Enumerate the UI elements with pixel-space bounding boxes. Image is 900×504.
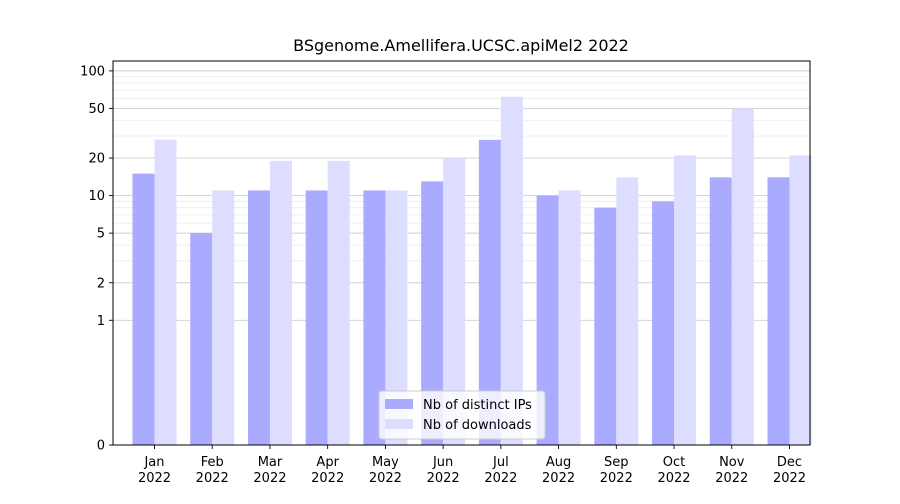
bar-distinct-ips: [363, 190, 386, 445]
y-tick-label: 20: [88, 152, 105, 167]
bar-downloads: [443, 158, 466, 445]
x-tick-label: Jan 2022: [138, 455, 171, 486]
x-tick-label: Sep 2022: [600, 455, 633, 486]
bar-downloads: [731, 108, 754, 446]
bar-downloads: [500, 96, 523, 446]
x-tick-label: May 2022: [369, 455, 402, 486]
legend-label: Nb of downloads: [423, 418, 532, 433]
bar-downloads: [558, 190, 581, 445]
bar-downloads: [789, 155, 812, 445]
x-tick-label: Jul 2022: [484, 455, 517, 486]
bar-distinct-ips: [652, 201, 675, 445]
y-tick-label: 100: [80, 64, 105, 79]
y-tick-label: 2: [97, 276, 105, 291]
chart-title: BSgenome.Amellifera.UCSC.apiMel2 2022: [293, 36, 629, 55]
bar-distinct-ips: [594, 207, 617, 445]
bar-distinct-ips: [709, 177, 732, 445]
bar-downloads: [269, 160, 292, 445]
axes-layer: Jan 2022 Feb 2022 Mar 2022 Apr 2022 May 2022 Jun 20…: [80, 60, 811, 486]
bar-distinct-ips: [247, 190, 270, 445]
bar-distinct-ips: [536, 195, 559, 445]
legend-label: Nb of distinct IPs: [423, 398, 532, 413]
bar-distinct-ips: [421, 181, 444, 445]
bar-distinct-ips: [132, 173, 155, 445]
bar-distinct-ips: [478, 139, 501, 445]
bar-downloads: [385, 190, 408, 445]
legend-swatch: [385, 399, 413, 409]
x-tick-label: Nov 2022: [715, 455, 748, 486]
plot-frame: [112, 60, 811, 446]
bar-distinct-ips: [305, 190, 328, 445]
bar-distinct-ips: [190, 233, 213, 445]
bar-downloads: [212, 190, 235, 445]
bar-downloads: [674, 155, 697, 445]
bar-distinct-ips: [767, 177, 790, 445]
y-tick-label: 0: [97, 439, 105, 454]
x-tick-label: Aug 2022: [542, 455, 575, 486]
bar-downloads: [616, 177, 639, 445]
legend-swatch: [385, 419, 413, 429]
legend: Nb of distinct IPs Nb of downloads: [378, 390, 546, 440]
x-tick-label: Jun 2022: [427, 455, 460, 486]
x-tick-label: Feb 2022: [196, 455, 229, 486]
y-tick-label: 5: [97, 227, 105, 242]
x-tick-label: Apr 2022: [311, 455, 344, 486]
y-tick-label: 10: [88, 189, 105, 204]
bars-layer: [132, 96, 812, 446]
x-tick-label: Mar 2022: [253, 455, 286, 486]
y-tick-label: 1: [97, 314, 105, 329]
y-tick-label: 50: [88, 102, 105, 117]
bar-downloads: [154, 139, 177, 445]
bar-downloads: [327, 160, 350, 445]
legend-box: [378, 390, 546, 440]
x-tick-label: Dec 2022: [773, 455, 806, 486]
x-tick-label: Oct 2022: [657, 455, 690, 486]
